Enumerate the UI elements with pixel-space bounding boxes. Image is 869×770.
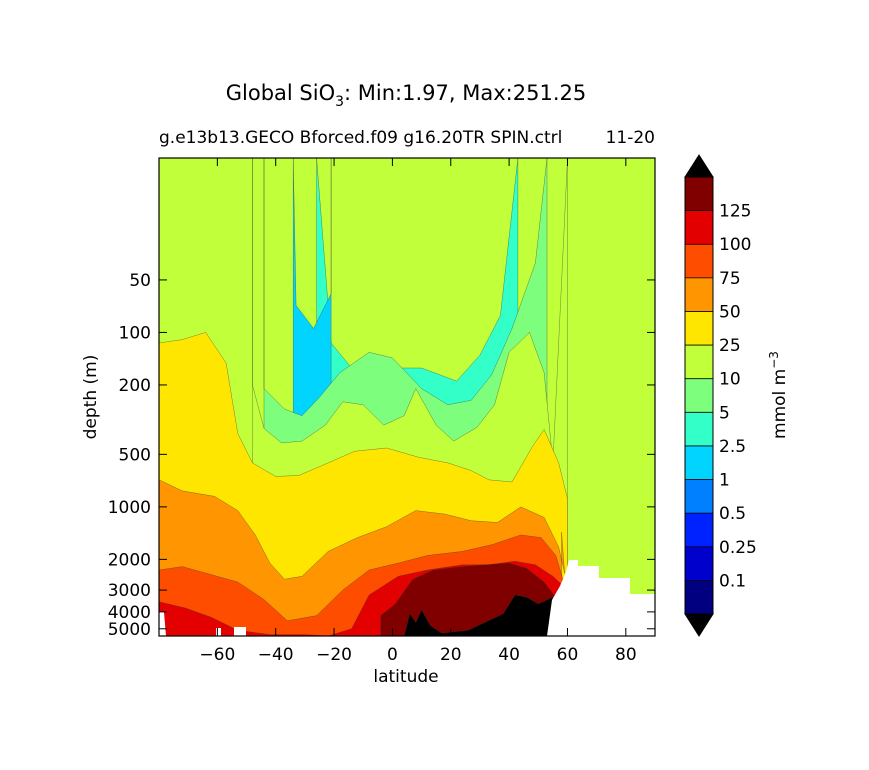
plot-area: −60 −40 −20 0 20 40 60 80 50 100 200 500 1000 2000 30… — [108, 157, 656, 665]
colorbar-tick-label: 0.5 — [719, 504, 746, 524]
y-axis-label: depth (m) — [81, 355, 101, 440]
y-tick-label: 4000 — [108, 603, 151, 623]
colorbar-tick-label: 0.1 — [719, 571, 746, 591]
colorbar-segment — [685, 412, 713, 446]
colorbar-segment — [685, 580, 713, 614]
x-axis-ticks: −60 −40 −20 0 20 40 60 80 — [199, 158, 637, 665]
y-tick-label: 1000 — [108, 498, 151, 518]
chart-title: Global SiO3: Min:1.97, Max:251.25 — [226, 81, 586, 110]
plot-frame — [158, 157, 656, 637]
contour-bands — [159, 158, 655, 636]
x-tick-label: −20 — [316, 645, 352, 665]
chart-subtitle: g.e13b13.GECO Bforced.f09 g16.20TR SPIN.… — [159, 128, 562, 148]
colorbar-label-exponent: −3 — [767, 351, 781, 369]
y-tick-label: 3000 — [108, 581, 151, 601]
colorbar-label: mmol m−3 — [767, 351, 790, 439]
colorbar-tick-label: 1 — [719, 471, 730, 491]
x-tick-label: −60 — [199, 645, 235, 665]
y-tick-label: 2000 — [108, 550, 151, 570]
colorbar-tick-label: 100 — [719, 235, 751, 255]
colorbar-tick-label: 25 — [719, 336, 741, 356]
land-mask — [159, 560, 655, 636]
colorbar-frame — [684, 176, 714, 615]
colorbar-over-triangle — [684, 154, 714, 178]
x-axis-label: latitude — [373, 667, 438, 687]
colorbar-tick-label: 5 — [719, 403, 730, 423]
land-mask-north — [547, 560, 655, 636]
colorbar-segment — [685, 378, 713, 413]
colorbar-segment — [685, 345, 713, 379]
colorbar-label-text: mmol m — [770, 369, 790, 439]
y-tick-label: 200 — [119, 376, 151, 396]
y-tick-label: 50 — [129, 271, 151, 291]
chart-subtitle-right: 11-20 — [606, 128, 655, 148]
x-tick-label: 20 — [440, 645, 462, 665]
colorbar-under-triangle — [684, 613, 714, 637]
colorbar-tick-label: 10 — [719, 370, 741, 390]
x-tick-label: −40 — [258, 645, 294, 665]
colorbar-segment — [685, 177, 713, 211]
chart-title-rest: : Min:1.97, Max:251.25 — [344, 81, 586, 105]
y-tick-label: 500 — [119, 445, 151, 465]
x-tick-label: 60 — [557, 645, 579, 665]
colorbar-segment — [685, 479, 713, 514]
colorbar-segment — [685, 311, 713, 346]
x-tick-label: 40 — [498, 645, 520, 665]
y-tick-label: 5000 — [108, 620, 151, 640]
chart-title-subscript: 3 — [335, 94, 344, 110]
colorbar-tick-label: 125 — [719, 202, 751, 222]
band-25-50 — [159, 158, 568, 636]
band-over-150 — [403, 594, 557, 636]
colorbar-tick-label: 50 — [719, 302, 741, 322]
colorbar-segment — [685, 277, 713, 312]
colorbar-segment — [685, 445, 713, 480]
colorbar-tick-label: 0.25 — [719, 538, 757, 558]
land-mask-south — [159, 612, 246, 636]
y-tick-label: 100 — [119, 323, 151, 343]
x-tick-label: 80 — [615, 645, 637, 665]
x-tick-label: 0 — [387, 645, 398, 665]
colorbar-segment — [685, 513, 713, 547]
colorbar: 0.1 0.25 0.5 1 2.5 5 10 25 50 75 100 125 — [684, 154, 757, 637]
colorbar-tick-label: 2.5 — [719, 437, 746, 457]
colorbar-tick-label: 75 — [719, 269, 741, 289]
colorbar-segment — [685, 210, 713, 245]
chart-title-main: Global SiO — [226, 81, 335, 105]
colorbar-segment — [685, 546, 713, 581]
colorbar-segment — [685, 244, 713, 278]
